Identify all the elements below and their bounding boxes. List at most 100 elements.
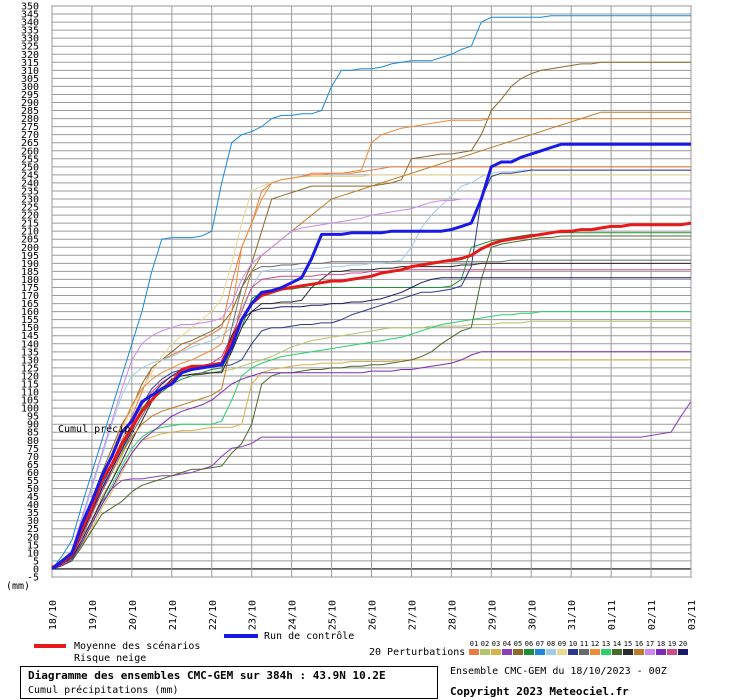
legend-perturbation-number: 13: [602, 640, 610, 648]
x-tick-label: 19/10: [88, 600, 99, 630]
y-tick-label: 245: [21, 170, 39, 181]
y-tick-label: 350: [21, 2, 39, 13]
footer-title: Diagramme des ensembles CMC-GEM sur 384h…: [28, 669, 386, 682]
x-tick-label: 20/10: [128, 600, 139, 630]
y-tick-label: 250: [21, 162, 39, 173]
y-tick-label: 220: [21, 211, 39, 222]
y-tick-label: 30: [27, 516, 39, 527]
legend-perturbation-number: 03: [492, 640, 500, 648]
series-line: [51, 142, 691, 571]
legend-perturbation-number: 19: [668, 640, 676, 648]
series-line: [51, 174, 691, 570]
legend-perturbation-swatch: [568, 649, 578, 655]
y-tick-label: 130: [21, 355, 39, 366]
legend-perturbation-number: 18: [657, 640, 665, 648]
legend-perturbations-label: 20 Perturbations: [369, 647, 466, 658]
legend-perturbation-swatch: [513, 649, 523, 655]
legend-perturbation-swatch: [502, 649, 512, 655]
series-line: [51, 169, 691, 570]
y-tick-label: 5: [33, 556, 39, 567]
y-tick-label: 205: [21, 235, 39, 246]
series-lines: [51, 15, 692, 571]
y-tick-label: 135: [21, 347, 39, 358]
y-tick-label: 40: [27, 500, 39, 511]
copyright: Copyright 2023 Meteociel.fr: [450, 685, 629, 698]
legend-control-label: Run de contrôle: [264, 631, 355, 642]
y-tick-label: 70: [27, 452, 39, 463]
y-tick-label: 230: [21, 195, 39, 206]
legend-perturbation-swatch: [579, 649, 589, 655]
y-tick-label: 255: [21, 154, 39, 165]
x-tick-label: 28/10: [447, 600, 458, 630]
legend-swatches: 01 02 03 04 05 06 07 08 09 10 11 12 13 14 15 16 17 18 19 20: [34, 634, 688, 655]
y-tick-label: 95: [27, 412, 39, 423]
x-tick-label: 29/10: [487, 600, 498, 630]
legend-perturbation-number: 04: [503, 640, 511, 648]
y-tick-label: 325: [21, 42, 39, 53]
legend-perturbation-number: 05: [514, 640, 522, 648]
legend-perturbation-swatch: [480, 649, 490, 655]
y-tick-label: 320: [21, 50, 39, 61]
y-tick-label: 340: [21, 18, 39, 29]
y-tick-label: 295: [21, 90, 39, 101]
legend-perturbation-swatch: [469, 649, 479, 655]
y-tick-label: 35: [27, 508, 39, 519]
series-line: [51, 401, 692, 570]
x-tick-label: 01/11: [607, 600, 618, 630]
y-tick-label: 200: [21, 243, 39, 254]
legend-perturbation-swatch: [535, 649, 545, 655]
legend-perturbation-number: 11: [580, 640, 588, 648]
legend-perturbation-swatch: [634, 649, 644, 655]
series-line: [51, 351, 691, 570]
y-tick-label: 25: [27, 524, 39, 535]
y-tick-label: 65: [27, 460, 39, 471]
y-tick-label: 50: [27, 484, 39, 495]
legend-perturbation-swatch: [645, 649, 655, 655]
y-tick-label: 330: [21, 34, 39, 45]
legend-perturbation-swatch: [656, 649, 666, 655]
y-tick-label: 175: [21, 283, 39, 294]
y-tick-label: 335: [21, 26, 39, 37]
y-tick-label: 345: [21, 10, 39, 21]
legend-perturbation-number: 16: [635, 640, 643, 648]
y-tick-label: 90: [27, 420, 39, 431]
grid-lines: [51, 5, 692, 578]
y-tick-label: 170: [21, 291, 39, 302]
legend-perturbation-swatch: [623, 649, 633, 655]
y-tick-label: 210: [21, 227, 39, 238]
x-tick-label: 02/11: [647, 600, 658, 630]
y-tick-label: 225: [21, 203, 39, 214]
ensemble-info: Ensemble CMC-GEM du 18/10/2023 - 00Z: [450, 666, 667, 677]
y-tick-label: 240: [21, 178, 39, 189]
y-tick-label: 305: [21, 74, 39, 85]
series-line: [51, 198, 691, 570]
series-line: [51, 277, 691, 570]
legend-perturbation-swatch: [667, 649, 677, 655]
footer-title-box: [20, 666, 438, 699]
y-tick-label: 125: [21, 363, 39, 374]
y-tick-label: 145: [21, 331, 39, 342]
y-tick-label: 155: [21, 315, 39, 326]
legend-perturbation-number: 17: [646, 640, 654, 648]
x-tick-label: 22/10: [208, 600, 219, 630]
x-tick-label: 25/10: [328, 600, 339, 630]
x-tick-label: 23/10: [248, 600, 259, 630]
series-line: [51, 235, 691, 570]
legend-perturbation-number: 01: [470, 640, 478, 648]
y-tick-label: 0: [33, 564, 39, 575]
y-tick-label: 115: [21, 379, 39, 390]
y-tick-label: 215: [21, 219, 39, 230]
legend-perturbation-number: 20: [679, 640, 687, 648]
legend-perturbation-number: 02: [481, 640, 489, 648]
y-tick-label: 105: [21, 396, 39, 407]
y-tick-label: 180: [21, 275, 39, 286]
series-line: [51, 359, 691, 570]
series-line: [51, 269, 691, 570]
series-line: [51, 118, 691, 570]
y-axis-unit: (mm): [6, 581, 31, 592]
legend-perturbation-swatch: [524, 649, 534, 655]
y-tick-label: 120: [21, 371, 39, 382]
legend-perturbation-number: 07: [536, 640, 544, 648]
legend-perturbation-number: 08: [547, 640, 555, 648]
x-tick-label: 24/10: [288, 600, 299, 630]
